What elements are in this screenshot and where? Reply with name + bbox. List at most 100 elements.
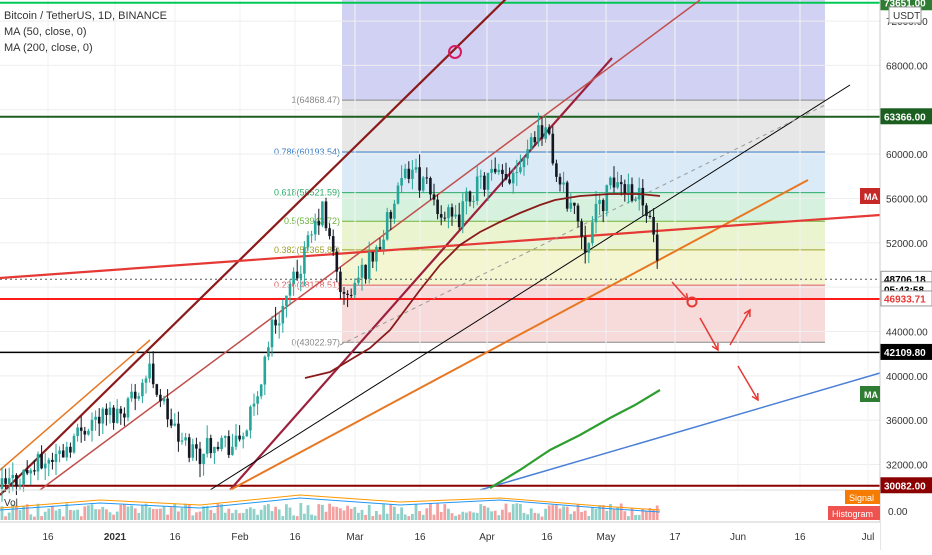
maroon-trendline-outer xyxy=(0,0,507,496)
symbol-legend[interactable]: Bitcoin / TetherUS, 1D, BINANCE xyxy=(4,10,168,22)
volume-bar xyxy=(421,514,425,520)
candle-body xyxy=(537,125,540,143)
y-tick-label: 36000.00 xyxy=(886,416,928,427)
volume-bar xyxy=(313,515,317,520)
volume-bar xyxy=(173,503,177,520)
volume-bar xyxy=(184,503,187,520)
projection-arrowhead xyxy=(711,342,719,352)
candle-body xyxy=(555,163,558,177)
candle-body xyxy=(558,176,562,185)
candle-body xyxy=(457,214,461,228)
candle-body xyxy=(277,323,281,326)
candle-body xyxy=(112,407,115,423)
candle-body xyxy=(565,182,569,209)
x-tick-label: 16 xyxy=(541,532,553,543)
candle-body xyxy=(101,408,105,424)
volume-bar xyxy=(47,508,51,520)
candle-body xyxy=(526,149,529,159)
candle-body xyxy=(25,469,29,474)
volume-bar xyxy=(429,503,432,520)
candle-body xyxy=(303,247,306,274)
volume-bar xyxy=(565,506,569,520)
candle-body xyxy=(591,222,594,244)
volume-bar xyxy=(411,513,414,520)
ma200-legend[interactable]: MA (200, close, 0) xyxy=(4,42,93,54)
volume-bar xyxy=(130,505,133,520)
volume-bar xyxy=(519,503,522,520)
candle-body xyxy=(238,435,241,440)
candle-body xyxy=(144,378,148,383)
x-tick-label: 16 xyxy=(169,532,181,543)
candle-body xyxy=(79,427,83,431)
volume-bar xyxy=(69,509,72,520)
candle-body xyxy=(339,271,342,293)
volume-bar xyxy=(4,516,7,520)
x-tick-label: Apr xyxy=(479,532,495,543)
candle-body xyxy=(382,239,385,250)
candle-body xyxy=(29,470,33,474)
candle-body xyxy=(119,408,123,414)
volume-bar xyxy=(177,511,180,520)
candle-body xyxy=(43,463,47,469)
fib-label-0.236: 0.236(48178.51) xyxy=(274,280,340,290)
candle-body xyxy=(641,187,645,206)
y-tick-label: 56000.00 xyxy=(886,194,928,205)
volume-bar xyxy=(547,505,551,520)
volume-bar xyxy=(511,504,515,520)
candle-body xyxy=(324,201,328,229)
candle-body xyxy=(612,177,616,188)
price-label: 46933.71 xyxy=(884,294,926,305)
volume-bar xyxy=(396,513,400,520)
price-label: 48706.18 xyxy=(884,275,926,286)
volume-bar xyxy=(87,505,90,520)
ma50-legend[interactable]: MA (50, close, 0) xyxy=(4,26,87,38)
volume-bar xyxy=(180,507,184,520)
volume-bar xyxy=(558,508,562,520)
volume-bar xyxy=(418,511,421,520)
projection-arrow xyxy=(729,309,751,346)
price-label: 73651.00 xyxy=(884,0,926,9)
candle-body xyxy=(630,184,634,201)
volume-bar xyxy=(522,512,526,520)
volume-bar xyxy=(573,511,576,520)
volume-bar xyxy=(159,508,162,520)
volume-bar xyxy=(601,505,605,520)
volume-bar xyxy=(490,511,493,520)
candle-body xyxy=(187,437,191,458)
volume-bar xyxy=(259,509,263,520)
candle-body xyxy=(454,214,457,217)
currency-label: USDT xyxy=(893,11,920,22)
volume-bar xyxy=(234,509,238,520)
fib-label-0.382: 0.382(51365.85) xyxy=(274,245,340,255)
candle-body xyxy=(133,391,137,399)
volume-bar xyxy=(645,511,648,520)
fib-zone-0.236 xyxy=(342,285,825,343)
x-tick-label: Feb xyxy=(231,532,249,543)
volume-bar xyxy=(346,505,349,520)
candle-body xyxy=(36,453,40,472)
volume-bar xyxy=(144,503,148,520)
candle-body xyxy=(202,453,205,464)
volume-bar xyxy=(537,513,540,520)
candle-body xyxy=(270,319,274,348)
candle-body xyxy=(360,264,364,278)
candle-body xyxy=(461,201,465,228)
volume-bar xyxy=(220,504,223,520)
candle-body xyxy=(443,217,447,219)
candle-body xyxy=(234,435,238,447)
blue-trendline xyxy=(479,372,881,491)
volume-bar xyxy=(303,513,306,520)
volume-bar xyxy=(231,513,234,520)
candle-body xyxy=(331,236,335,252)
candle-body xyxy=(353,282,357,296)
volume-bar xyxy=(551,504,555,520)
candle-body xyxy=(198,448,202,464)
fib-label-0: 0(43022.97) xyxy=(291,337,340,347)
fib-label-0.5: 0.5(53943.72) xyxy=(284,216,340,226)
candle-body xyxy=(166,398,169,420)
candle-body xyxy=(393,203,396,219)
candle-body xyxy=(317,220,321,226)
ma-badge-green-label: MA xyxy=(864,390,878,400)
